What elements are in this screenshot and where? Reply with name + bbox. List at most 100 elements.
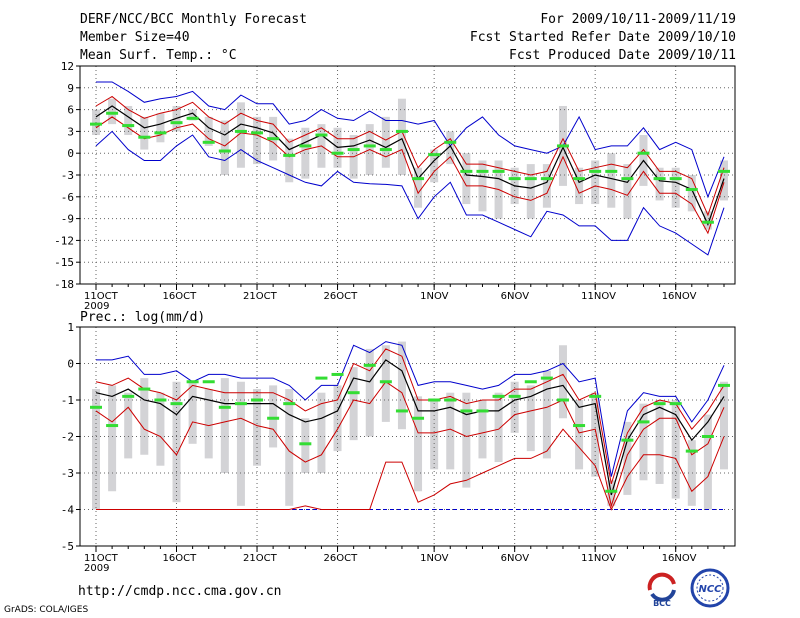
temp-climatology-mark [234, 129, 247, 133]
prec-mean-line [95, 359, 725, 496]
temp-x-tick-label: 21OCT [243, 291, 278, 302]
prec-spread-box [494, 392, 503, 463]
temp-climatology-mark [701, 220, 714, 224]
prec-spread-box [156, 392, 165, 466]
temp-spread-box [414, 167, 423, 208]
prec-spread-box [220, 378, 229, 473]
temp-climatology-mark [267, 137, 280, 141]
prec-spread-box [478, 400, 487, 459]
prec-spread-box [108, 385, 117, 492]
temp-climatology-mark [653, 177, 666, 181]
prec-spread-box [333, 385, 342, 452]
temp-spread-box [720, 160, 728, 201]
temp-climatology-mark [556, 144, 569, 148]
prec-x-tick-label: 11OCT [84, 553, 119, 564]
prec-climatology-mark [492, 394, 505, 398]
temp-spread-box [253, 116, 262, 165]
prec-climatology-mark [379, 380, 392, 384]
prec-spread-box [381, 345, 390, 422]
temp-spread-box [655, 167, 664, 201]
ncc-logo-icon: NCC [690, 568, 730, 608]
prec-climatology-mark [444, 398, 457, 402]
prec-spread-box [526, 385, 535, 452]
prec-x-tick-label: 16OCT [163, 553, 198, 564]
temp-x-tick-label: 26OCT [324, 291, 359, 302]
temp-y-tick-label: 12 [61, 60, 74, 73]
prec-x-tick-label: 2009 [84, 563, 109, 574]
footer-url: http://cmdp.ncc.cma.gov.cn [78, 584, 282, 599]
top-panel-variable: Mean Surf. Temp.: °C [80, 48, 237, 63]
temp-spread-box [607, 153, 616, 208]
temp-y-tick-label: -9 [61, 213, 74, 226]
temp-climatology-mark [428, 153, 441, 157]
temp-climatology-mark [218, 149, 231, 153]
prec-climatology-mark [718, 383, 730, 387]
prec-climatology-mark [685, 449, 698, 453]
temp-spread-box [188, 109, 197, 121]
temp-climatology-mark [122, 124, 135, 128]
prec-climatology-mark [347, 391, 360, 395]
prec-spread-box [687, 440, 696, 506]
temp-x-tick-label: 16OCT [163, 291, 198, 302]
chart-title: DERF/NCC/BCC Monthly Forecast [80, 12, 307, 27]
temp-climatology-mark [669, 177, 682, 181]
prec-y-tick-label: -5 [61, 540, 74, 553]
prec-x-tick-label: 11NOV [581, 553, 616, 564]
prec-spread-box [317, 392, 326, 473]
temp-y-tick-label: -6 [61, 191, 74, 204]
prec-climatology-mark [637, 420, 650, 424]
prec-spread-box [655, 400, 664, 484]
prec-spread-box [92, 389, 100, 510]
prec-spread-box [188, 381, 197, 444]
prec-spread-box [575, 400, 584, 470]
prec-spread-box [446, 392, 455, 470]
temp-climatology-mark [138, 135, 151, 139]
temp-spread-box [446, 131, 455, 165]
temp-spread-box [623, 164, 632, 219]
prec-climatology-mark [605, 489, 618, 493]
temp-spread-box [542, 164, 551, 208]
temp-climatology-mark [685, 188, 698, 192]
temp-spread-box [381, 116, 390, 168]
temp-y-tick-label: -3 [61, 169, 74, 182]
prec-spread-box [639, 403, 648, 481]
fcst-started-date: Fcst Started Refer Date 2009/10/10 [469, 30, 736, 45]
prec-x-tick-label: 6NOV [501, 553, 530, 564]
temp-max-line [96, 81, 725, 199]
temp-climatology-mark [363, 144, 376, 148]
temp-climatology-mark [299, 144, 312, 148]
prec-climatology-mark [524, 380, 537, 384]
temp-climatology-mark [540, 177, 553, 181]
prec-lower-line [95, 381, 725, 508]
temp-climatology-mark [621, 177, 634, 181]
temp-spread-box [285, 138, 294, 183]
prec-upper-line [95, 348, 725, 485]
temp-spread-box [301, 127, 310, 179]
prec-spread-box [720, 381, 728, 470]
prec-climatology-mark [395, 409, 408, 413]
prec-spread-box [124, 392, 133, 459]
prec-spread-box [172, 381, 181, 503]
prec-climatology-mark [106, 424, 119, 428]
temp-x-tick-label: 6NOV [501, 291, 530, 302]
bcc-logo-text: BCC [653, 599, 671, 608]
temp-y-tick-label: 3 [67, 125, 74, 138]
prec-spread-box [204, 389, 213, 459]
prec-climatology-mark [299, 442, 312, 446]
prec-climatology-mark [428, 398, 441, 402]
member-size: Member Size=40 [80, 30, 190, 45]
prec-climatology-mark [251, 398, 264, 402]
temp-x-tick-label: 1NOV [420, 291, 449, 302]
prec-climatology-mark [363, 363, 376, 367]
prec-climatology-mark [218, 405, 231, 409]
prec-climatology-mark [701, 435, 714, 438]
temp-climatology-mark [347, 148, 360, 152]
bcc-logo-icon: BCC [642, 568, 682, 608]
temp-spread-box [156, 113, 165, 143]
temp-x-tick-label: 11OCT [84, 291, 119, 302]
prec-climatology-mark [186, 380, 199, 384]
prec-x-tick-label: 1NOV [420, 553, 449, 564]
prec-spread-box [365, 348, 374, 437]
temp-climatology-mark [186, 116, 199, 120]
